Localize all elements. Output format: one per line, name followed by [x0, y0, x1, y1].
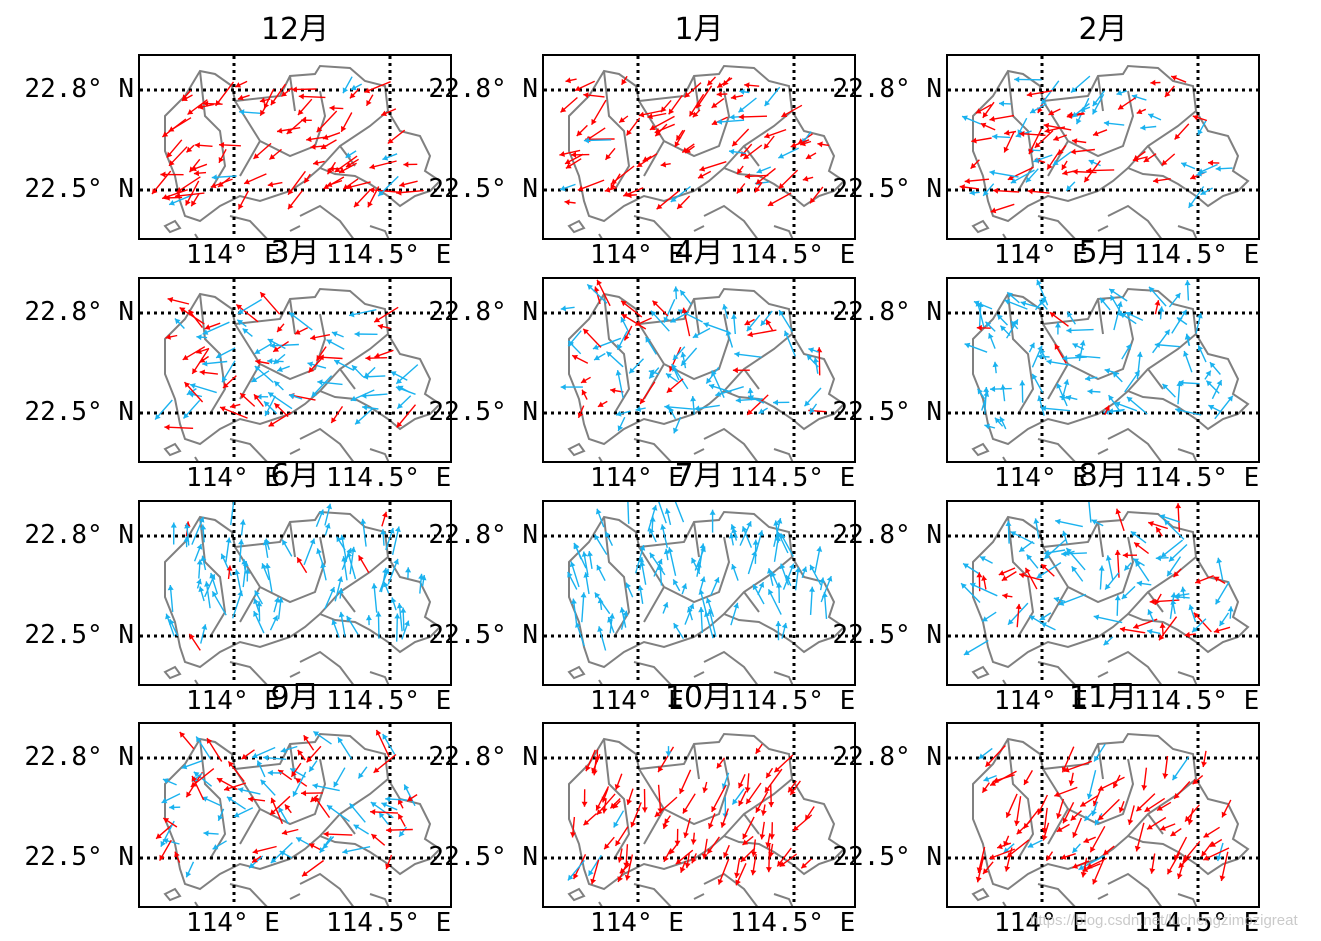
x-tick-label: 114.5° E [730, 686, 856, 716]
y-tick-label: 22.8° N [428, 74, 538, 104]
quiver-map [544, 724, 854, 906]
quiver-panel: 3月 22.8° N 22.5° N 114° E 114.5° E [24, 235, 452, 493]
y-tick-label: 22.5° N [24, 620, 134, 650]
quiver-map [140, 724, 450, 906]
x-tick-label: 114.5° E [730, 240, 856, 270]
x-tick-label: 114° E [590, 908, 684, 938]
panel-title: 8月 [1078, 458, 1128, 493]
panel-title: 12月 [260, 12, 330, 47]
y-tick-label: 22.8° N [832, 297, 942, 327]
quiver-panel: 10月 22.8° N 22.5° N 114° E 114.5° E [428, 680, 856, 938]
y-tick-label: 22.5° N [832, 620, 942, 650]
x-tick-label: 114.5° E [730, 463, 856, 493]
panel-title: 6月 [270, 458, 320, 493]
map-frame [946, 277, 1260, 463]
x-tick-label: 114° E [186, 240, 280, 270]
x-tick-label: 114.5° E [326, 686, 452, 716]
x-tick-label: 114.5° E [326, 240, 452, 270]
x-tick-label: 114° E [186, 908, 280, 938]
panel-title: 2月 [1078, 12, 1128, 47]
x-tick-label: 114° E [590, 463, 684, 493]
y-tick-label: 22.8° N [24, 520, 134, 550]
x-tick-label: 114° E [994, 908, 1088, 938]
map-frame [138, 722, 452, 908]
x-tick-label: 114° E [186, 463, 280, 493]
y-tick-label: 22.5° N [428, 620, 538, 650]
quiver-map [948, 724, 1258, 906]
x-tick-label: 114.5° E [1134, 240, 1260, 270]
x-tick-label: 114° E [994, 240, 1088, 270]
quiver-map [140, 56, 450, 238]
quiver-panel: 2月 22.8° N 22.5° N 114° E 114.5° E [832, 12, 1260, 270]
y-tick-label: 22.5° N [428, 842, 538, 872]
quiver-map [140, 502, 450, 684]
y-tick-label: 22.5° N [24, 842, 134, 872]
y-tick-label: 22.8° N [24, 297, 134, 327]
map-frame [542, 500, 856, 686]
y-tick-label: 22.8° N [832, 520, 942, 550]
y-tick-label: 22.5° N [24, 174, 134, 204]
x-tick-label: 114° E [186, 686, 280, 716]
y-tick-label: 22.5° N [428, 174, 538, 204]
x-tick-label: 114° E [994, 463, 1088, 493]
quiver-panel: 9月 22.8° N 22.5° N 114° E 114.5° E [24, 680, 452, 938]
y-tick-label: 22.8° N [428, 742, 538, 772]
panel-title: 9月 [270, 680, 320, 715]
panel-title: 11月 [1068, 680, 1138, 715]
y-tick-label: 22.8° N [24, 742, 134, 772]
map-frame [138, 500, 452, 686]
panel-title: 3月 [270, 235, 320, 270]
x-tick-label: 114.5° E [1134, 463, 1260, 493]
y-tick-label: 22.8° N [24, 74, 134, 104]
quiver-panel: 1月 22.8° N 22.5° N 114° E 114.5° E [428, 12, 856, 270]
y-tick-label: 22.5° N [428, 397, 538, 427]
x-tick-label: 114.5° E [1134, 686, 1260, 716]
map-frame [138, 277, 452, 463]
y-tick-label: 22.8° N [428, 297, 538, 327]
quiver-panel: 4月 22.8° N 22.5° N 114° E 114.5° E [428, 235, 856, 493]
y-tick-label: 22.5° N [832, 842, 942, 872]
quiver-map [544, 502, 854, 684]
map-frame [138, 54, 452, 240]
map-frame [542, 277, 856, 463]
y-tick-label: 22.5° N [24, 397, 134, 427]
quiver-panel: 6月 22.8° N 22.5° N 114° E 114.5° E [24, 458, 452, 716]
quiver-map [544, 279, 854, 461]
map-frame [946, 722, 1260, 908]
quiver-map [544, 56, 854, 238]
y-tick-label: 22.8° N [832, 74, 942, 104]
x-tick-label: 114.5° E [1134, 908, 1260, 938]
panel-title: 1月 [674, 12, 724, 47]
map-frame [946, 500, 1260, 686]
panel-title: 4月 [674, 235, 724, 270]
quiver-panel: 11月 22.8° N 22.5° N 114° E 114.5° E [832, 680, 1260, 938]
x-tick-label: 114° E [590, 240, 684, 270]
panel-title: 7月 [674, 458, 724, 493]
x-tick-label: 114° E [994, 686, 1088, 716]
quiver-map [948, 279, 1258, 461]
watermark: https://blog.csdn.net/luchengzimozigreat [1030, 912, 1298, 929]
quiver-map [948, 502, 1258, 684]
quiver-panel: 12月 22.8° N 22.5° N 114° E 114.5° E [24, 12, 452, 270]
y-tick-label: 22.5° N [832, 397, 942, 427]
x-tick-label: 114.5° E [326, 908, 452, 938]
x-tick-label: 114.5° E [730, 908, 856, 938]
x-tick-label: 114° E [590, 686, 684, 716]
panel-title: 5月 [1078, 235, 1128, 270]
quiver-panel: 7月 22.8° N 22.5° N 114° E 114.5° E [428, 458, 856, 716]
y-tick-label: 22.8° N [428, 520, 538, 550]
x-tick-label: 114.5° E [326, 463, 452, 493]
quiver-map [140, 279, 450, 461]
y-tick-label: 22.5° N [832, 174, 942, 204]
panel-title: 10月 [664, 680, 734, 715]
map-frame [946, 54, 1260, 240]
map-frame [542, 722, 856, 908]
quiver-panel: 8月 22.8° N 22.5° N 114° E 114.5° E [832, 458, 1260, 716]
quiver-map [948, 56, 1258, 238]
y-tick-label: 22.8° N [832, 742, 942, 772]
quiver-panel: 5月 22.8° N 22.5° N 114° E 114.5° E [832, 235, 1260, 493]
map-frame [542, 54, 856, 240]
